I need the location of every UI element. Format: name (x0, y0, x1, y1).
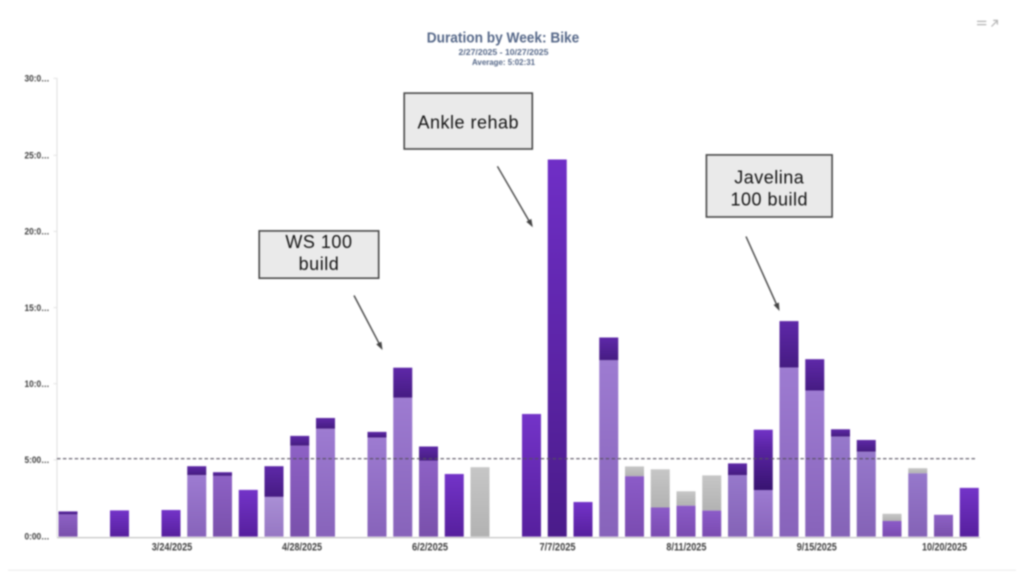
svg-text:Ankle rehab: Ankle rehab (417, 113, 519, 133)
svg-text:7/7/2025: 7/7/2025 (540, 542, 576, 554)
svg-text:6/2/2025: 6/2/2025 (412, 542, 448, 554)
svg-text:5:00…: 5:00… (25, 455, 50, 465)
svg-text:10:0…: 10:0… (25, 379, 50, 389)
svg-text:25:0…: 25:0… (25, 151, 50, 161)
svg-text:4/28/2025: 4/28/2025 (282, 542, 322, 554)
svg-text:15:0…: 15:0… (25, 303, 50, 313)
svg-text:build: build (299, 254, 340, 274)
svg-text:0:00…: 0:00… (25, 532, 50, 542)
svg-text:Duration by Week: Bike: Duration by Week: Bike (427, 29, 580, 46)
svg-text:20:0…: 20:0… (25, 227, 50, 237)
svg-text:Average: 5:02:31: Average: 5:02:31 (472, 57, 535, 67)
svg-text:2/27/2025 - 10/27/2025: 2/27/2025 - 10/27/2025 (459, 47, 549, 57)
svg-text:10/20/2025: 10/20/2025 (922, 542, 967, 554)
svg-text:3/24/2025: 3/24/2025 (152, 542, 193, 554)
svg-text:8/11/2025: 8/11/2025 (666, 542, 706, 554)
svg-text:100 build: 100 build (730, 190, 808, 210)
svg-text:9/15/2025: 9/15/2025 (797, 542, 837, 554)
svg-text:Javelina: Javelina (734, 168, 805, 188)
svg-text:WS 100: WS 100 (285, 232, 352, 252)
svg-text:30:0…: 30:0… (25, 74, 50, 84)
